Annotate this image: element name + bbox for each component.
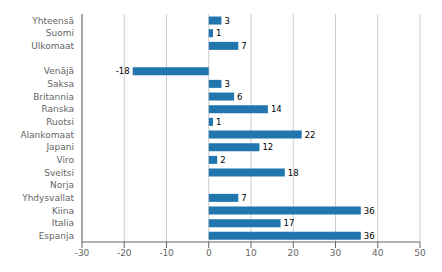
- svg-text:Ruotsi: Ruotsi: [46, 117, 74, 127]
- svg-text:Norja: Norja: [50, 180, 74, 190]
- svg-text:1: 1: [216, 117, 221, 127]
- svg-text:3: 3: [224, 16, 229, 26]
- svg-text:Espanja: Espanja: [39, 231, 74, 241]
- svg-text:50: 50: [414, 248, 426, 258]
- svg-text:6: 6: [237, 92, 242, 102]
- svg-text:1: 1: [216, 28, 221, 38]
- svg-text:0: 0: [206, 248, 212, 258]
- svg-text:36: 36: [364, 231, 375, 241]
- svg-text:Ulkomaat: Ulkomaat: [31, 41, 74, 51]
- svg-text:Saksa: Saksa: [47, 79, 74, 89]
- svg-text:2: 2: [220, 155, 225, 165]
- svg-text:Japani: Japani: [45, 142, 74, 152]
- svg-text:36: 36: [364, 206, 375, 216]
- svg-text:17: 17: [284, 218, 295, 228]
- svg-text:-30: -30: [75, 248, 90, 258]
- svg-text:Britannia: Britannia: [33, 92, 74, 102]
- svg-text:Italia: Italia: [52, 218, 74, 228]
- svg-text:7: 7: [241, 41, 246, 51]
- svg-text:18: 18: [288, 168, 299, 178]
- svg-text:3: 3: [224, 79, 229, 89]
- svg-text:14: 14: [271, 104, 282, 114]
- svg-text:Suomi: Suomi: [46, 28, 74, 38]
- svg-text:-18: -18: [116, 66, 130, 76]
- svg-text:-20: -20: [117, 248, 132, 258]
- svg-text:Venäjä: Venäjä: [44, 66, 74, 76]
- svg-text:7: 7: [241, 193, 246, 203]
- svg-text:40: 40: [372, 248, 384, 258]
- svg-text:22: 22: [305, 130, 316, 140]
- svg-text:20: 20: [288, 248, 300, 258]
- svg-text:Yhdysvallat: Yhdysvallat: [21, 193, 74, 203]
- svg-text:-10: -10: [159, 248, 174, 258]
- svg-text:Ranska: Ranska: [41, 104, 74, 114]
- svg-text:Kiina: Kiina: [52, 206, 74, 216]
- svg-text:10: 10: [245, 248, 257, 258]
- svg-text:Alankomaat: Alankomaat: [20, 130, 74, 140]
- svg-text:30: 30: [330, 248, 342, 258]
- svg-text:12: 12: [262, 142, 273, 152]
- svg-text:Yhteensä: Yhteensä: [31, 16, 74, 26]
- svg-text:Sveitsi: Sveitsi: [44, 168, 74, 178]
- svg-text:Viro: Viro: [57, 155, 75, 165]
